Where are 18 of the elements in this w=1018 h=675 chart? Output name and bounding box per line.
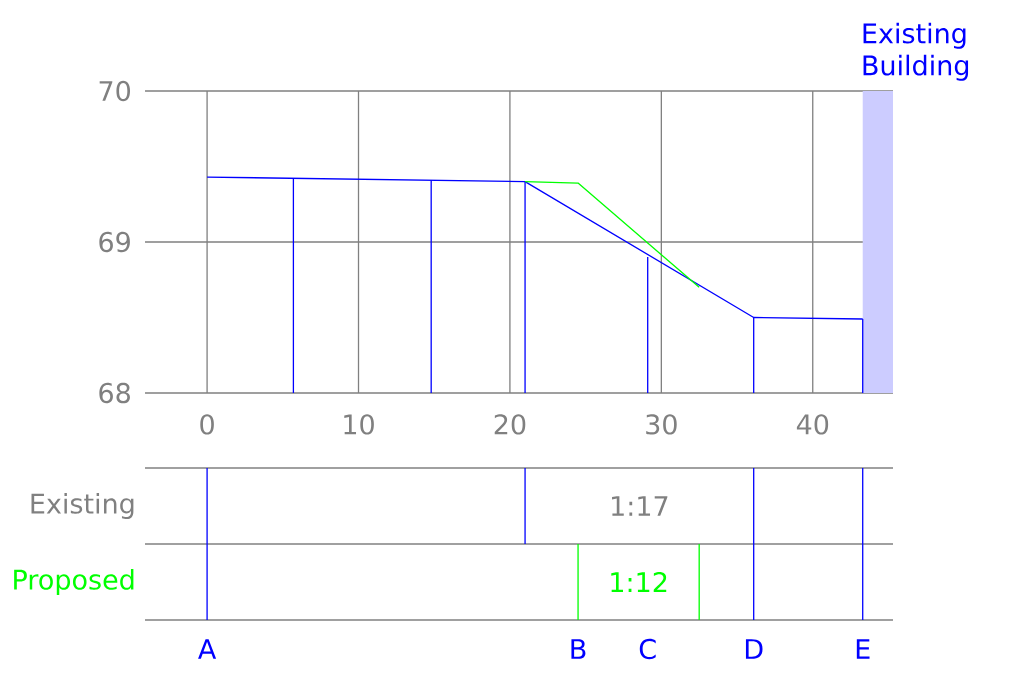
band-label: Existing Building [863,22,969,81]
x-tick-label: 20 [494,414,526,435]
x-tick-label: 10 [344,414,374,435]
text: Existing [31,492,134,520]
text: D [745,639,763,659]
x-tick-label: 30 [646,414,677,435]
y-tick-label: 69 [99,231,130,253]
x-tick-label: 0 [200,414,214,435]
text: Proposed [14,568,134,596]
text: 1:12 [611,571,667,593]
text: A [198,639,217,659]
x-tick-label: 40 [796,414,829,435]
y-tick-label: 68 [99,382,130,404]
text: 1:17 [612,496,668,516]
text: E [856,639,870,659]
text: C [639,638,656,660]
text: B [571,639,586,659]
y-tick-label: 70 [99,80,131,102]
